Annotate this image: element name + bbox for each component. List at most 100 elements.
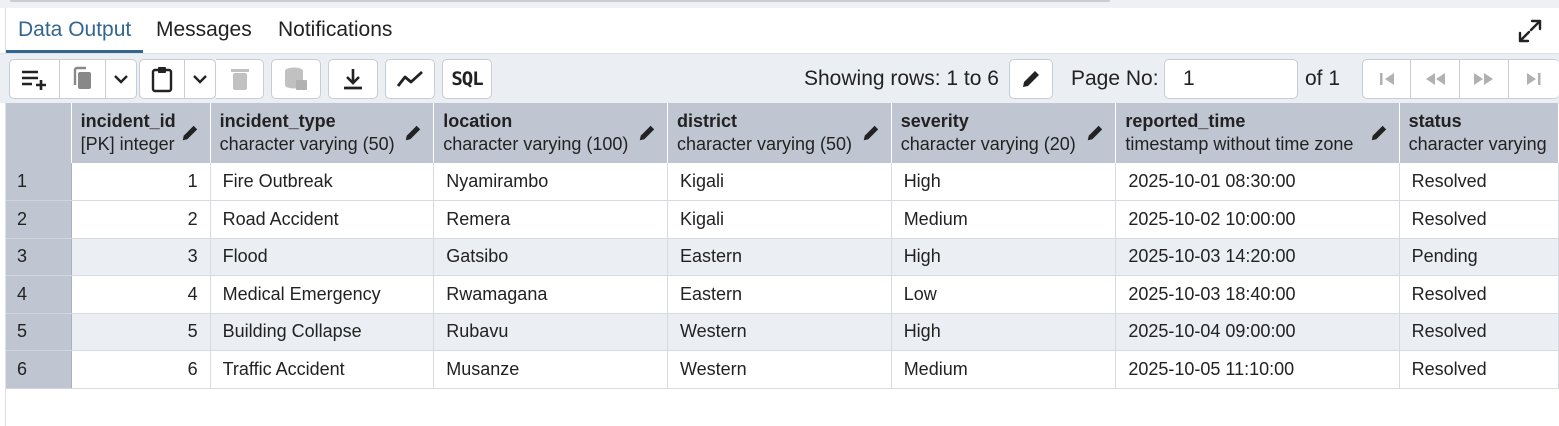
cell-severity[interactable]: High xyxy=(891,313,1117,351)
table-row[interactable]: 2 2 Road Accident Remera Kigali Medium 2… xyxy=(6,200,1559,239)
row-number[interactable]: 4 xyxy=(6,275,72,314)
cell-status[interactable]: Resolved xyxy=(1399,163,1559,201)
results-table: incident_id [PK] integer incident_type cha… xyxy=(6,103,1559,389)
cell-incident-type[interactable]: Fire Outbreak xyxy=(210,163,435,201)
paste-button[interactable] xyxy=(139,59,185,99)
copy-button[interactable] xyxy=(60,59,106,99)
column-header-district[interactable]: district character varying (50) xyxy=(667,103,892,163)
pencil-icon[interactable] xyxy=(1370,124,1388,142)
cell-district[interactable]: Western xyxy=(667,313,892,351)
select-all-corner[interactable] xyxy=(6,103,72,163)
cell-incident-type[interactable]: Flood xyxy=(210,238,435,276)
cell-severity[interactable]: High xyxy=(891,163,1117,201)
cell-status[interactable]: Resolved xyxy=(1399,200,1559,239)
page-total-label: of 1 xyxy=(1305,67,1341,90)
column-header-severity[interactable]: severity character varying (20) xyxy=(891,103,1117,163)
cell-incident-id[interactable]: 3 xyxy=(71,238,211,276)
cell-reported-time[interactable]: 2025-10-03 14:20:00 xyxy=(1115,238,1400,276)
cell-severity[interactable]: Low xyxy=(891,275,1117,314)
pencil-icon[interactable] xyxy=(404,124,422,142)
cell-severity[interactable]: Medium xyxy=(891,350,1117,389)
cell-district[interactable]: Eastern xyxy=(667,275,892,314)
table-row[interactable]: 3 3 Flood Gatsibo Eastern High 2025-10-0… xyxy=(6,238,1559,276)
cell-district[interactable]: Kigali xyxy=(667,200,892,239)
row-number[interactable]: 5 xyxy=(6,313,72,351)
cell-reported-time[interactable]: 2025-10-01 08:30:00 xyxy=(1115,163,1400,201)
first-page-icon xyxy=(1379,73,1394,85)
delete-button[interactable] xyxy=(216,59,264,99)
table-row[interactable]: 5 5 Building Collapse Rubavu Western Hig… xyxy=(6,313,1559,351)
cell-incident-type[interactable]: Building Collapse xyxy=(210,313,435,351)
page-number-input[interactable] xyxy=(1164,59,1298,99)
cell-location[interactable]: Musanze xyxy=(433,350,668,389)
expand-icon[interactable] xyxy=(1517,18,1543,44)
save-data-button[interactable] xyxy=(271,59,321,99)
cell-location[interactable]: Gatsibo xyxy=(433,238,668,276)
horizontal-scrollbar[interactable] xyxy=(10,0,1110,2)
tab-messages[interactable]: Messages xyxy=(156,18,252,41)
cell-reported-time[interactable]: 2025-10-03 18:40:00 xyxy=(1115,275,1400,314)
cell-status[interactable]: Resolved xyxy=(1399,313,1559,351)
next-page-button[interactable] xyxy=(1460,59,1509,99)
previous-page-button[interactable] xyxy=(1411,59,1460,99)
cell-location[interactable]: Nyamirambo xyxy=(433,163,668,201)
rows-info-text: Showing rows: 1 to 6 xyxy=(804,67,999,90)
row-number[interactable]: 6 xyxy=(6,350,72,389)
cell-district[interactable]: Kigali xyxy=(667,163,892,201)
cell-incident-type[interactable]: Traffic Accident xyxy=(210,350,435,389)
last-page-button[interactable] xyxy=(1509,59,1559,99)
first-page-button[interactable] xyxy=(1362,59,1411,99)
pencil-icon[interactable] xyxy=(638,124,656,142)
cell-severity[interactable]: Medium xyxy=(891,200,1117,239)
graph-visualiser-button[interactable] xyxy=(385,59,435,99)
cell-incident-id[interactable]: 1 xyxy=(71,163,211,201)
column-header-incident-type[interactable]: incident_type character varying (50) xyxy=(210,103,435,163)
pencil-icon[interactable] xyxy=(1086,124,1104,142)
last-page-icon xyxy=(1527,73,1541,85)
pencil-icon xyxy=(1023,71,1039,87)
download-button[interactable] xyxy=(328,59,378,99)
add-row-button[interactable] xyxy=(9,59,60,99)
rewind-icon xyxy=(1426,73,1445,85)
cell-reported-time[interactable]: 2025-10-02 10:00:00 xyxy=(1115,200,1400,239)
cell-district[interactable]: Eastern xyxy=(667,238,892,276)
chevron-down-icon xyxy=(193,75,207,84)
page-number-label: Page No: xyxy=(1071,67,1159,90)
column-header-location[interactable]: location character varying (100) xyxy=(433,103,668,163)
table-row[interactable]: 6 6 Traffic Accident Musanze Western Med… xyxy=(6,350,1559,389)
pencil-icon[interactable] xyxy=(181,124,199,142)
cell-location[interactable]: Rubavu xyxy=(433,313,668,351)
tab-data-output[interactable]: Data Output xyxy=(6,8,144,53)
cell-status[interactable]: Pending xyxy=(1399,238,1559,276)
row-number[interactable]: 3 xyxy=(6,238,72,276)
sql-button[interactable]: SQL xyxy=(442,59,492,99)
cell-location[interactable]: Remera xyxy=(433,200,668,239)
cell-incident-type[interactable]: Medical Emergency xyxy=(210,275,435,314)
cell-incident-id[interactable]: 5 xyxy=(71,313,211,351)
cell-severity[interactable]: High xyxy=(891,238,1117,276)
cell-status[interactable]: Resolved xyxy=(1399,350,1559,389)
tab-notifications[interactable]: Notifications xyxy=(278,18,393,41)
copy-options-button[interactable] xyxy=(106,59,137,99)
cell-location[interactable]: Rwamagana xyxy=(433,275,668,314)
column-header-incident-id[interactable]: incident_id [PK] integer xyxy=(71,103,211,163)
cell-district[interactable]: Western xyxy=(667,350,892,389)
cell-incident-type[interactable]: Road Accident xyxy=(210,200,435,239)
row-number[interactable]: 2 xyxy=(6,200,72,239)
column-header-status[interactable]: status character varying xyxy=(1399,103,1559,163)
paste-options-button[interactable] xyxy=(185,59,216,99)
cell-incident-id[interactable]: 6 xyxy=(71,350,211,389)
chevron-down-icon xyxy=(114,75,128,84)
pencil-icon[interactable] xyxy=(862,124,880,142)
edit-rows-button[interactable] xyxy=(1009,59,1053,99)
table-row[interactable]: 4 4 Medical Emergency Rwamagana Eastern … xyxy=(6,275,1559,314)
cell-incident-id[interactable]: 4 xyxy=(71,275,211,314)
cell-status[interactable]: Resolved xyxy=(1399,275,1559,314)
cell-reported-time[interactable]: 2025-10-05 11:10:00 xyxy=(1115,350,1400,389)
column-header-reported-time[interactable]: reported_time timestamp without time zone xyxy=(1115,103,1400,163)
table-row[interactable]: 1 1 Fire Outbreak Nyamirambo Kigali High… xyxy=(6,163,1559,201)
row-number[interactable]: 1 xyxy=(6,163,72,201)
cell-incident-id[interactable]: 2 xyxy=(71,200,211,239)
output-tabs: Data Output Messages Notifications xyxy=(5,8,1559,53)
cell-reported-time[interactable]: 2025-10-04 09:00:00 xyxy=(1115,313,1400,351)
